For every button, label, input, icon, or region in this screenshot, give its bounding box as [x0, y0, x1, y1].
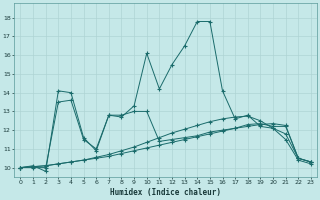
X-axis label: Humidex (Indice chaleur): Humidex (Indice chaleur): [110, 188, 221, 197]
